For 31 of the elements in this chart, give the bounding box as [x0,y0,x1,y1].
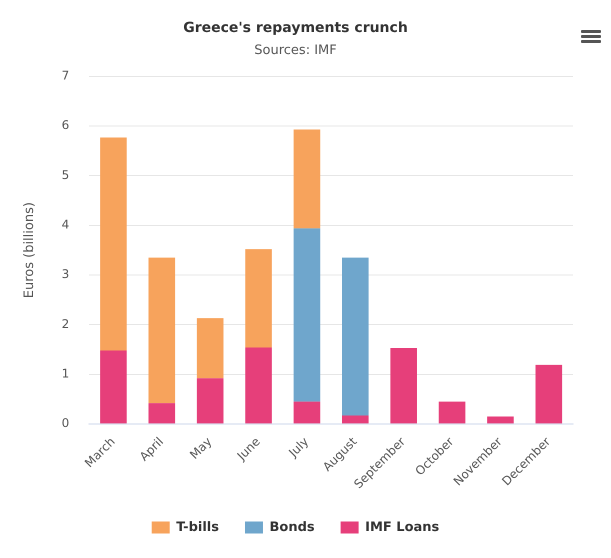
y-tick-label: 5 [62,168,70,182]
bar [148,403,176,424]
bar [487,416,514,424]
bar [342,258,369,416]
bar [342,415,369,424]
bar [196,318,224,378]
legend-label: IMF Loans [365,520,440,535]
y-tick-label: 4 [62,217,70,232]
bar [148,258,176,404]
chart-subtitle: Sources: IMF [254,42,337,58]
bar [100,350,127,424]
bar [245,249,272,348]
y-tick-label: 2 [62,316,70,331]
legend-label: T-bills [176,520,220,535]
bar [100,137,127,350]
y-tick-label: 3 [62,267,70,282]
bar [196,378,224,424]
bar [390,348,417,424]
y-axis-title: Euros (billions) [22,202,38,298]
y-tick-label: 0 [62,416,70,430]
bar [294,130,320,228]
bar [245,347,272,424]
bar [294,402,320,424]
legend-label: Bonds [269,520,315,535]
bar [438,402,466,424]
bar [536,364,562,424]
y-tick-label: 6 [62,118,70,132]
y-tick-label: 7 [62,68,70,83]
bar [294,228,320,402]
y-tick-label: 1 [62,366,70,380]
chart-title: Greece's repayments crunch [183,20,408,36]
